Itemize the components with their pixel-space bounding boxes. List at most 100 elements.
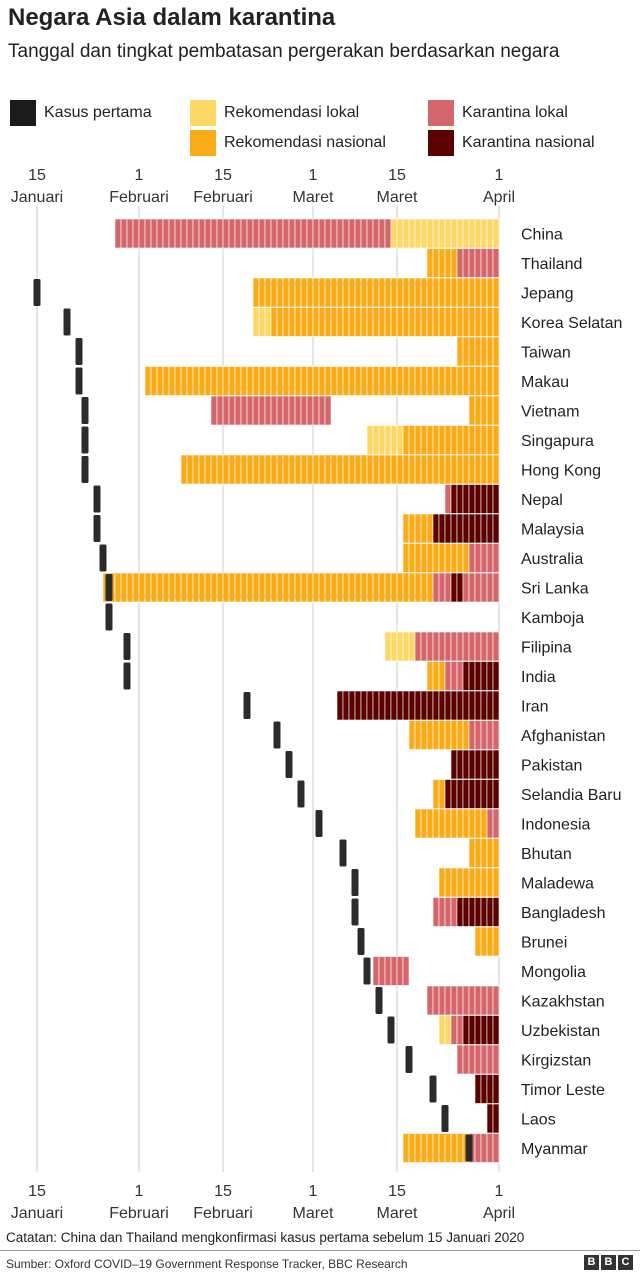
- bar-day-cell: [372, 690, 380, 721]
- bar-day-cell: [264, 307, 272, 337]
- bar-day-cell: [240, 454, 248, 485]
- bar-day-cell: [474, 867, 482, 898]
- bar-day-cell: [366, 277, 374, 308]
- bar-day-cell: [288, 395, 296, 426]
- bar-day-cell: [444, 720, 452, 750]
- source-text: Sumber: Oxford COVID–19 Government Respo…: [6, 1257, 408, 1271]
- bar-day-cell: [270, 277, 278, 308]
- bar-day-cell: [270, 366, 278, 396]
- bar-day-cell: [438, 543, 446, 573]
- bar-day-cell: [492, 1015, 500, 1045]
- bar-day-cell: [288, 572, 296, 603]
- bar-day-cell: [462, 425, 470, 455]
- bar-day-cell: [480, 395, 488, 426]
- bar-day-cell: [450, 277, 458, 308]
- bar-day-cell: [444, 867, 452, 898]
- bar-day-cell: [288, 454, 296, 485]
- bar-day-cell: [348, 307, 356, 337]
- bar-day-cell: [438, 248, 446, 278]
- bar-day-cell: [438, 985, 446, 1016]
- bar-day-cell: [444, 307, 452, 337]
- bar-day-cell: [462, 690, 470, 721]
- bbc-logo-letter: C: [618, 1255, 633, 1270]
- bar-day-cell: [480, 808, 488, 839]
- bar-day-cell: [330, 277, 338, 308]
- bar-day-cell: [300, 366, 308, 396]
- first-case-marker: [105, 574, 113, 601]
- bar-day-cell: [318, 395, 326, 426]
- bar-day-cell: [384, 366, 392, 396]
- first-case-marker: [405, 1046, 413, 1073]
- country-label: Laos: [521, 1112, 556, 1129]
- bar-day-cell: [432, 543, 440, 573]
- bar-day-cell: [450, 631, 458, 662]
- bar-day-cell: [450, 985, 458, 1016]
- first-case-marker: [93, 515, 101, 542]
- bar-day-cell: [246, 218, 254, 249]
- bar-day-cell: [480, 897, 488, 927]
- bar-day-cell: [492, 366, 500, 396]
- bar-day-cell: [378, 454, 386, 485]
- bar-day-cell: [438, 513, 446, 544]
- bar-day-cell: [486, 513, 494, 544]
- bar-day-cell: [486, 631, 494, 662]
- bar-day-cell: [408, 543, 416, 573]
- bar-day-cell: [486, 454, 494, 485]
- bar-day-cell: [402, 307, 410, 337]
- bar-day-cell: [270, 454, 278, 485]
- bar-day-cell: [198, 218, 206, 249]
- country-label: Selandia Baru: [521, 787, 622, 804]
- bar-day-cell: [258, 395, 266, 426]
- x-tick-label-bottom: 15: [388, 1183, 406, 1200]
- x-tick-label-top: 15: [388, 167, 406, 184]
- bar-day-cell: [462, 1044, 470, 1075]
- bar-day-cell: [276, 454, 284, 485]
- bar-day-cell: [228, 572, 236, 603]
- bar-day-cell: [438, 779, 446, 809]
- bar-day-cell: [414, 366, 422, 396]
- bar-day-cell: [492, 1103, 500, 1134]
- first-case-marker: [75, 367, 83, 395]
- bar-day-cell: [486, 985, 494, 1016]
- bar-day-cell: [264, 277, 272, 308]
- bar-day-cell: [432, 690, 440, 721]
- first-case-marker: [81, 426, 89, 454]
- bar-day-cell: [456, 336, 464, 367]
- bar-day-cell: [348, 572, 356, 603]
- bar-day-cell: [330, 572, 338, 603]
- bar-day-cell: [468, 454, 476, 485]
- bar-day-cell: [462, 484, 470, 514]
- bar-day-cell: [480, 277, 488, 308]
- bar-day-cell: [474, 248, 482, 278]
- timeline-chart: 15 Januari 15 Januari 1 Februari 1 Februari 15 Fe…: [11, 167, 623, 1222]
- bar-day-cell: [480, 661, 488, 691]
- bar-day-cell: [420, 690, 428, 721]
- bar-day-cell: [480, 985, 488, 1016]
- bar-day-cell: [438, 366, 446, 396]
- bar-day-cell: [258, 454, 266, 485]
- bar-day-cell: [414, 631, 422, 662]
- bar-day-cell: [462, 749, 470, 780]
- bar-day-cell: [492, 1044, 500, 1075]
- first-case-marker: [99, 544, 107, 572]
- bar-day-cell: [486, 897, 494, 927]
- bar-day-cell: [480, 484, 488, 514]
- bar-day-cell: [492, 543, 500, 573]
- bar-day-cell: [186, 572, 194, 603]
- bar-day-cell: [330, 454, 338, 485]
- x-tick-label-bottom-month: April: [483, 1205, 515, 1222]
- country-label: Pakistan: [521, 758, 582, 775]
- bar-day-cell: [444, 277, 452, 308]
- bar-day-cell: [438, 897, 446, 927]
- bar-day-cell: [468, 336, 476, 367]
- bar-day-cell: [384, 956, 392, 986]
- bar-day-cell: [432, 454, 440, 485]
- bar-day-cell: [426, 543, 434, 573]
- bar-day-cell: [486, 277, 494, 308]
- x-tick-label-bottom: 1: [495, 1183, 504, 1200]
- country-label: Mongolia: [521, 964, 586, 981]
- bar-day-cell: [276, 366, 284, 396]
- bar-day-cell: [426, 661, 434, 691]
- bar-day-cell: [444, 218, 452, 249]
- bar-day-cell: [384, 307, 392, 337]
